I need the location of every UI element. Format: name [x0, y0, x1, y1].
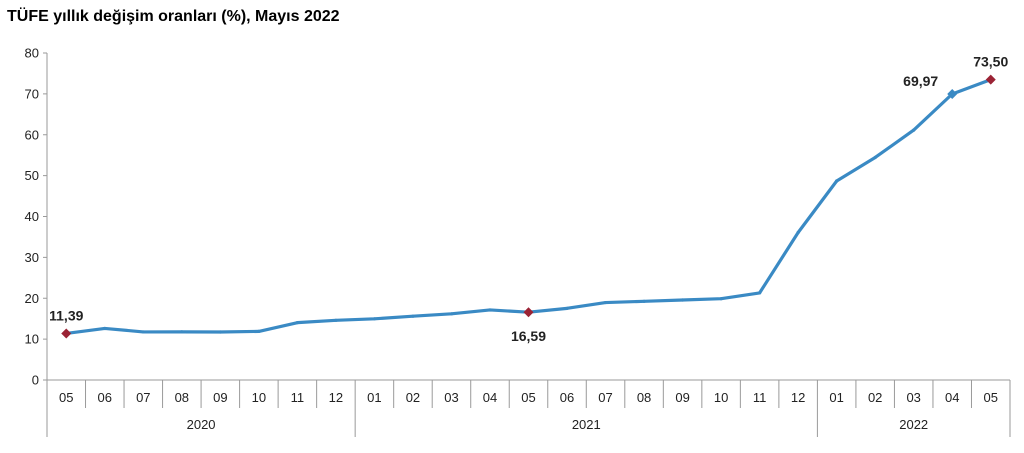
x-tick-label: 07 — [136, 390, 150, 405]
data-point — [372, 317, 377, 321]
data-label: 69,97 — [903, 73, 938, 89]
x-tick-label: 09 — [675, 390, 689, 405]
x-tick-label: 07 — [598, 390, 612, 405]
highlight-marker — [947, 88, 958, 99]
x-tick-label: 11 — [291, 390, 305, 405]
data-point — [180, 330, 184, 334]
y-tick-label: 50 — [25, 168, 39, 183]
data-point — [680, 298, 685, 302]
highlight-marker — [523, 307, 534, 318]
data-point — [218, 330, 222, 334]
data-point — [411, 314, 415, 318]
x-tick-label: 12 — [791, 390, 805, 405]
data-point — [295, 321, 299, 325]
x-tick-label: 04 — [945, 390, 959, 405]
data-point — [449, 312, 454, 316]
data-point — [758, 291, 762, 295]
year-label: 2021 — [572, 417, 601, 432]
x-tick-label: 12 — [329, 390, 343, 405]
x-tick-label: 09 — [213, 390, 227, 405]
highlight-marker — [61, 328, 72, 339]
y-tick-label: 80 — [25, 46, 39, 61]
data-point — [334, 318, 338, 322]
x-tick-label: 08 — [637, 390, 651, 405]
data-label: 11,39 — [49, 307, 83, 323]
year-label: 2022 — [899, 417, 928, 432]
data-point — [103, 326, 107, 331]
x-tick-label: 06 — [560, 390, 574, 405]
x-tick-label: 11 — [753, 390, 767, 405]
series-line — [64, 77, 993, 336]
y-tick-label: 0 — [32, 373, 39, 388]
data-point — [603, 300, 608, 305]
x-tick-label: 02 — [406, 390, 420, 405]
x-tick-label: 10 — [252, 390, 266, 405]
x-tick-label: 01 — [367, 390, 381, 405]
data-point — [642, 299, 646, 303]
chart-title: TÜFE yıllık değişim oranları (%), Mayıs … — [7, 8, 340, 25]
x-tick-label: 06 — [98, 390, 112, 405]
y-tick-label: 40 — [25, 209, 39, 224]
data-point — [488, 308, 492, 312]
data-label: 73,50 — [973, 54, 1008, 70]
x-tick-label: 08 — [175, 390, 189, 405]
data-point — [835, 179, 839, 183]
y-tick-label: 60 — [25, 127, 39, 142]
data-label: 16,59 — [511, 328, 546, 344]
x-tick-label: 04 — [483, 390, 497, 405]
data-point — [796, 230, 800, 235]
x-tick-label: 05 — [984, 390, 998, 405]
y-tick-label: 30 — [25, 250, 39, 265]
x-tick-label: 03 — [444, 390, 458, 405]
x-tick-label: 10 — [714, 390, 728, 405]
y-tick-label: 70 — [25, 86, 39, 101]
highlight-marker — [985, 74, 996, 85]
x-tick-label: 05 — [521, 390, 535, 405]
data-point — [257, 329, 261, 333]
data-point — [141, 330, 145, 334]
data-point — [719, 297, 723, 301]
data-point — [565, 306, 569, 310]
data-point — [873, 155, 877, 160]
data-point — [912, 128, 916, 132]
x-tick-label: 05 — [59, 390, 73, 405]
y-tick-label: 10 — [25, 332, 39, 347]
y-tick-label: 20 — [25, 291, 39, 306]
year-label: 2020 — [187, 417, 216, 432]
x-tick-label: 03 — [906, 390, 920, 405]
x-tick-label: 01 — [829, 390, 843, 405]
x-tick-label: 02 — [868, 390, 882, 405]
